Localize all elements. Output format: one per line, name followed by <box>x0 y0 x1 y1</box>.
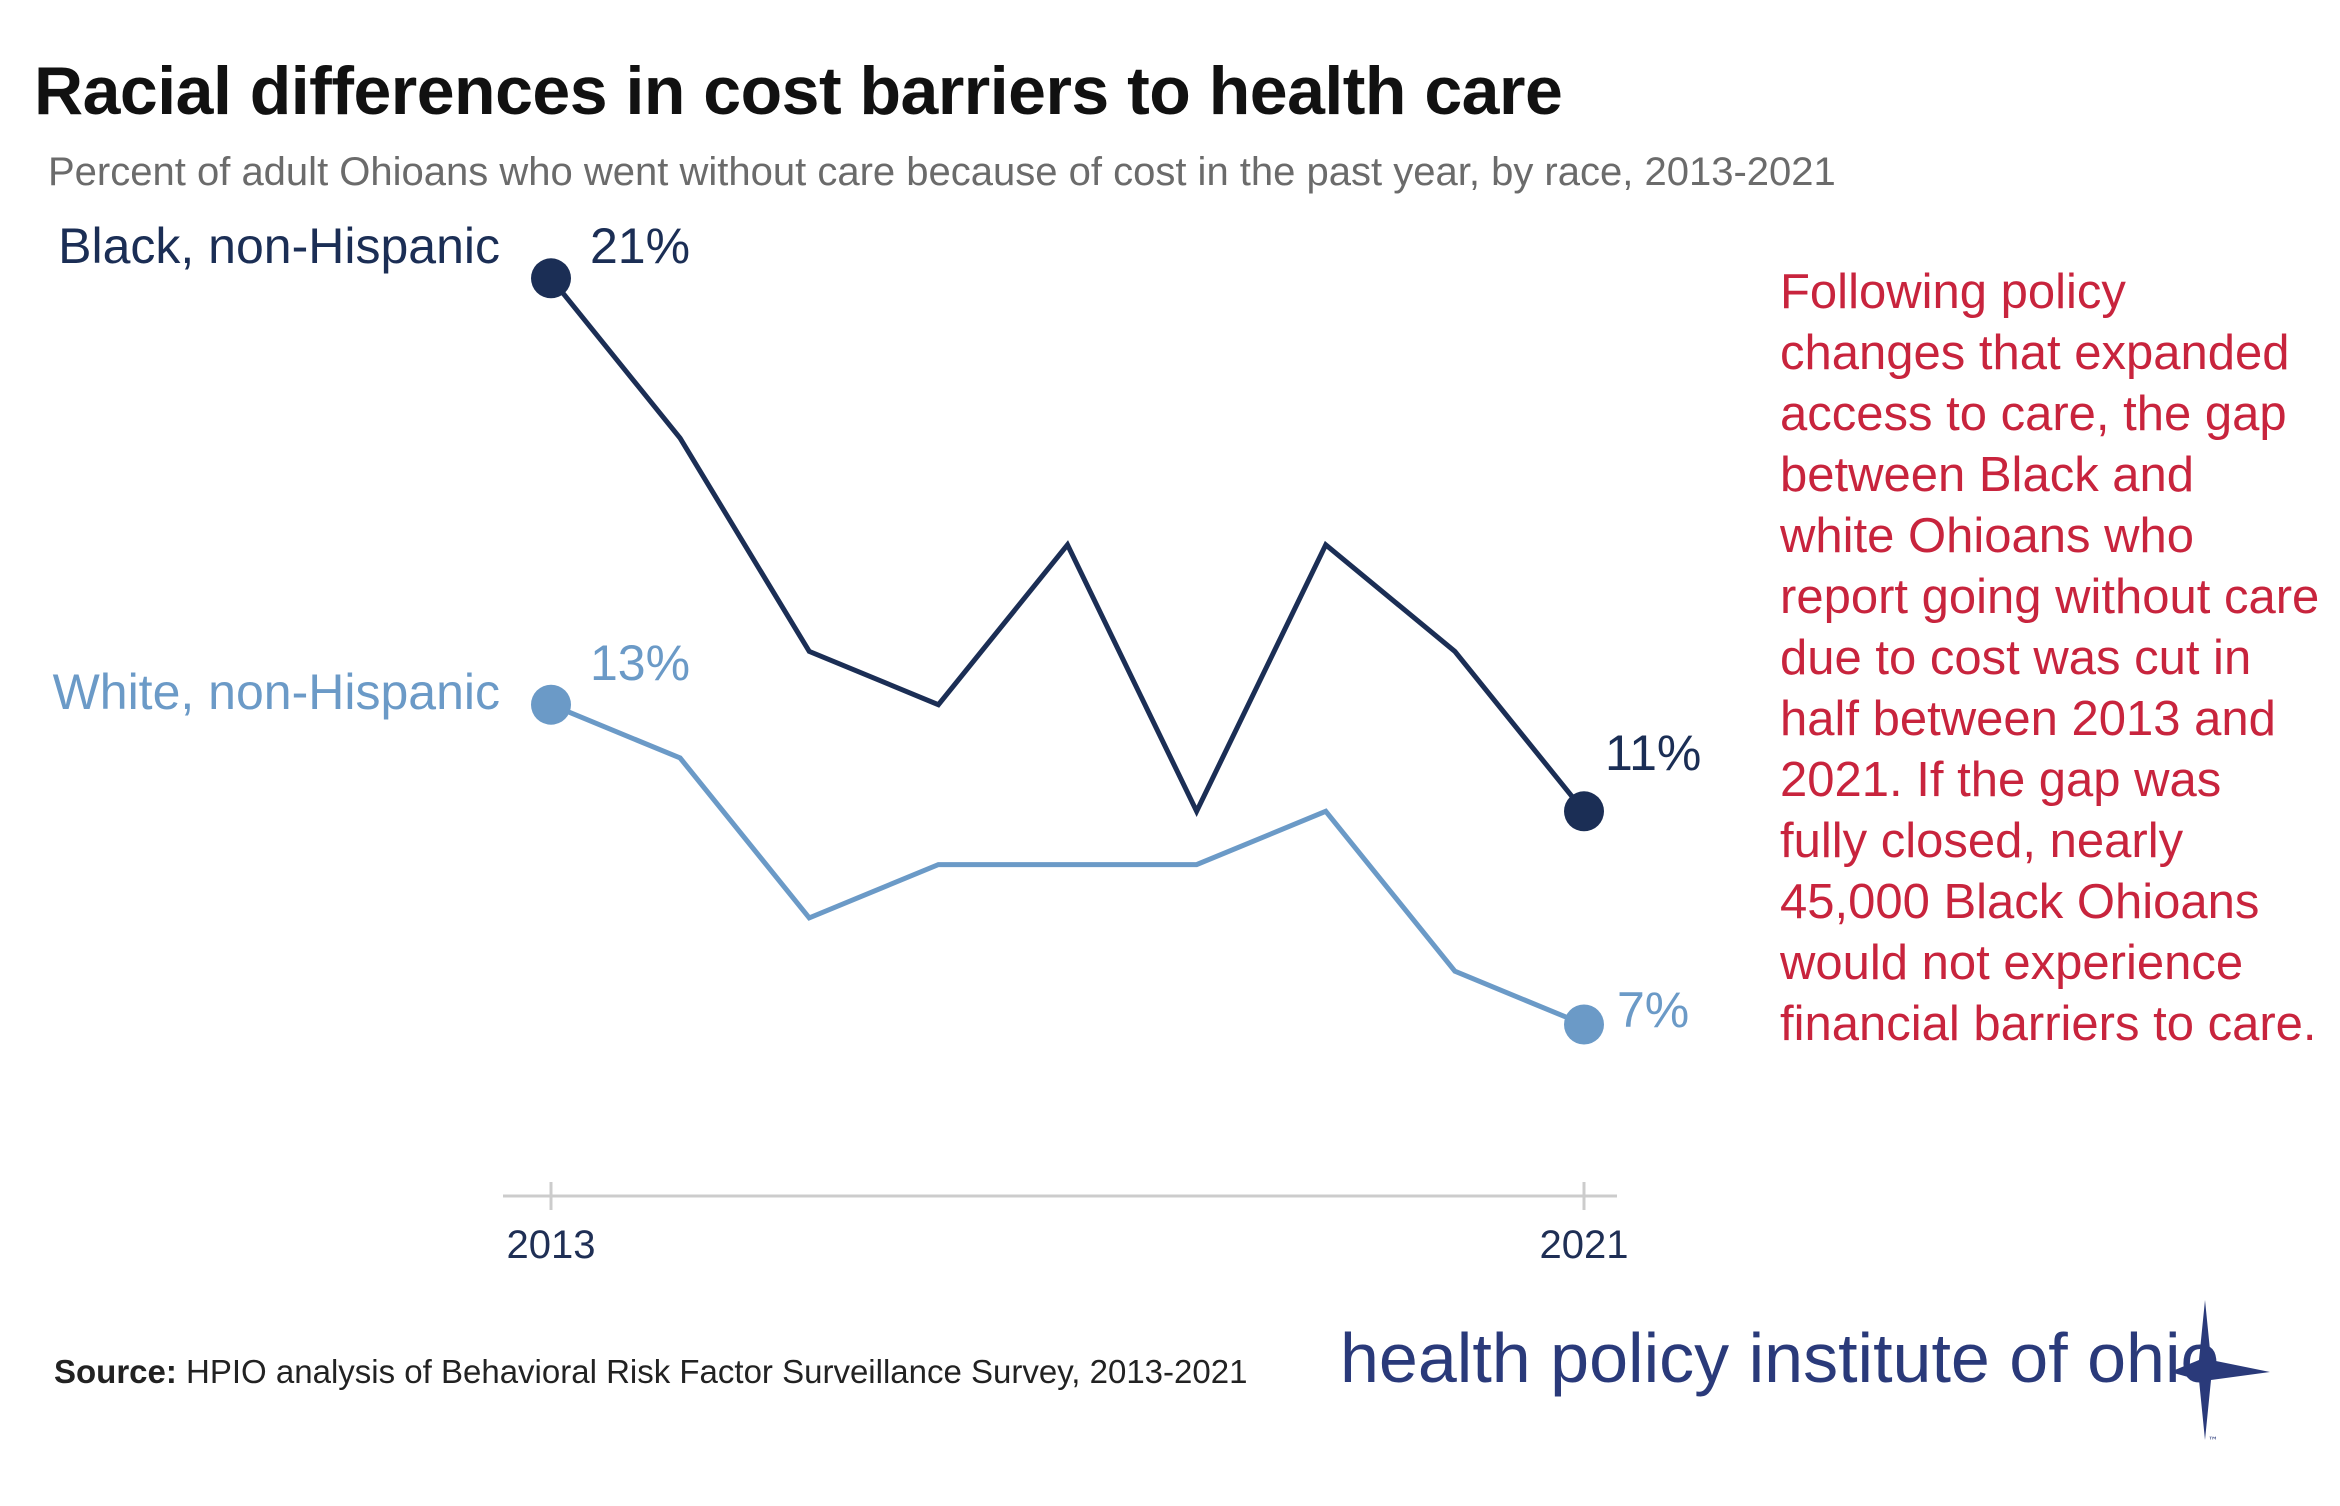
hpio-logo-text: health policy institute of ohio <box>1340 1319 2220 1397</box>
series-start-point-black <box>531 258 571 299</box>
series-name-black: Black, non-Hispanic <box>58 218 500 274</box>
annotation-text: Following policy changes that expanded a… <box>1780 265 2320 1051</box>
line-chart: 2013 2021 Black, non-Hispanic 21% 11% White, … <box>53 218 1702 1267</box>
series-start-label-white: 13% <box>590 635 690 691</box>
source-text: HPIO analysis of Behavioral Risk Factor … <box>186 1353 1248 1390</box>
chart-subtitle: Percent of adult Ohioans who went withou… <box>48 150 1836 194</box>
x-tick-label-2013: 2013 <box>507 1223 596 1267</box>
series-end-point-black <box>1564 791 1604 832</box>
series-end-label-white: 7% <box>1617 982 1689 1038</box>
series-name-white: White, non-Hispanic <box>53 664 500 720</box>
logo-star-icon: ™ <box>2170 1300 2270 1447</box>
source-label: Source: <box>54 1353 177 1390</box>
series-start-label-black: 21% <box>590 218 690 274</box>
x-tick-label-2021: 2021 <box>1540 1223 1629 1267</box>
series-start-point-white <box>531 684 571 725</box>
series-line-white <box>550 702 1585 1027</box>
series-end-point-white <box>1564 1004 1604 1045</box>
logo-trademark: ™ <box>2208 1436 2218 1447</box>
series-line-black <box>549 276 1586 818</box>
source-note: Source: HPIO analysis of Behavioral Risk… <box>54 1353 1247 1391</box>
series-end-label-black: 11% <box>1605 725 1701 781</box>
chart-title: Racial differences in cost barriers to h… <box>34 53 1563 129</box>
